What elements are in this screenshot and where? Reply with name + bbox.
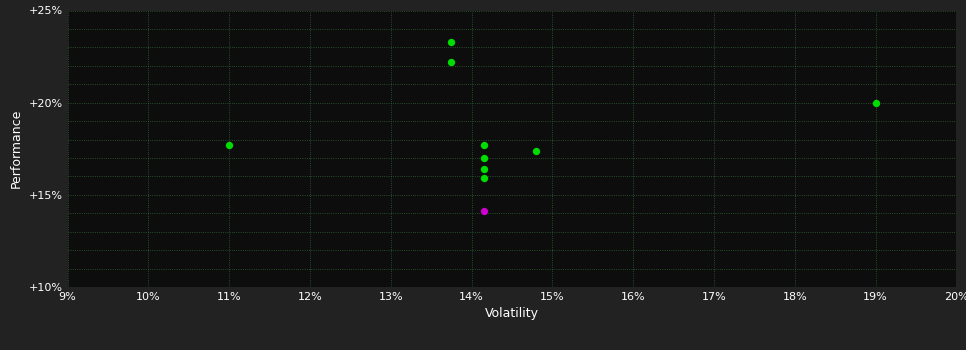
Point bbox=[476, 142, 492, 148]
Point bbox=[476, 155, 492, 161]
Point bbox=[867, 100, 883, 105]
Point bbox=[443, 59, 459, 65]
Y-axis label: Performance: Performance bbox=[10, 109, 23, 188]
Point bbox=[443, 39, 459, 45]
Point bbox=[476, 166, 492, 172]
Point bbox=[476, 209, 492, 214]
Point bbox=[221, 142, 237, 148]
Point bbox=[528, 148, 544, 153]
X-axis label: Volatility: Volatility bbox=[485, 307, 539, 320]
Point bbox=[476, 175, 492, 181]
